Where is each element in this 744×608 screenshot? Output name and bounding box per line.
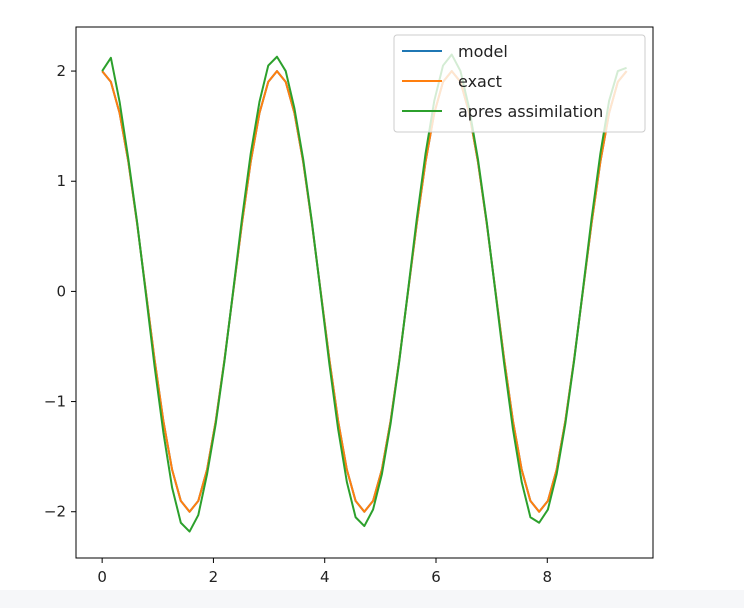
series-layer xyxy=(101,53,628,533)
legend: model exact apres assimilation xyxy=(393,34,646,133)
series-line-apres-assimilation xyxy=(101,53,627,533)
x-tick-label: 0 xyxy=(97,568,107,586)
legend-label: apres assimilation xyxy=(458,102,603,121)
y-tick-label: 2 xyxy=(56,62,66,80)
series-line-exact xyxy=(101,70,628,513)
x-tick-label: 2 xyxy=(209,568,219,586)
y-tick-label: 0 xyxy=(56,282,66,300)
y-tick-label: −1 xyxy=(44,393,66,411)
y-axis-ticks: 2 1 0 −1 −2 xyxy=(44,62,76,521)
legend-label: model xyxy=(458,42,508,61)
bottom-strip xyxy=(0,590,744,608)
y-tick-label: −2 xyxy=(44,503,66,521)
legend-box xyxy=(393,34,646,133)
y-tick-label: 1 xyxy=(56,172,66,190)
x-axis-ticks: 0 2 4 6 8 xyxy=(97,558,552,586)
x-tick-label: 4 xyxy=(320,568,330,586)
x-tick-label: 8 xyxy=(543,568,553,586)
x-tick-label: 6 xyxy=(431,568,441,586)
legend-label: exact xyxy=(458,72,502,91)
